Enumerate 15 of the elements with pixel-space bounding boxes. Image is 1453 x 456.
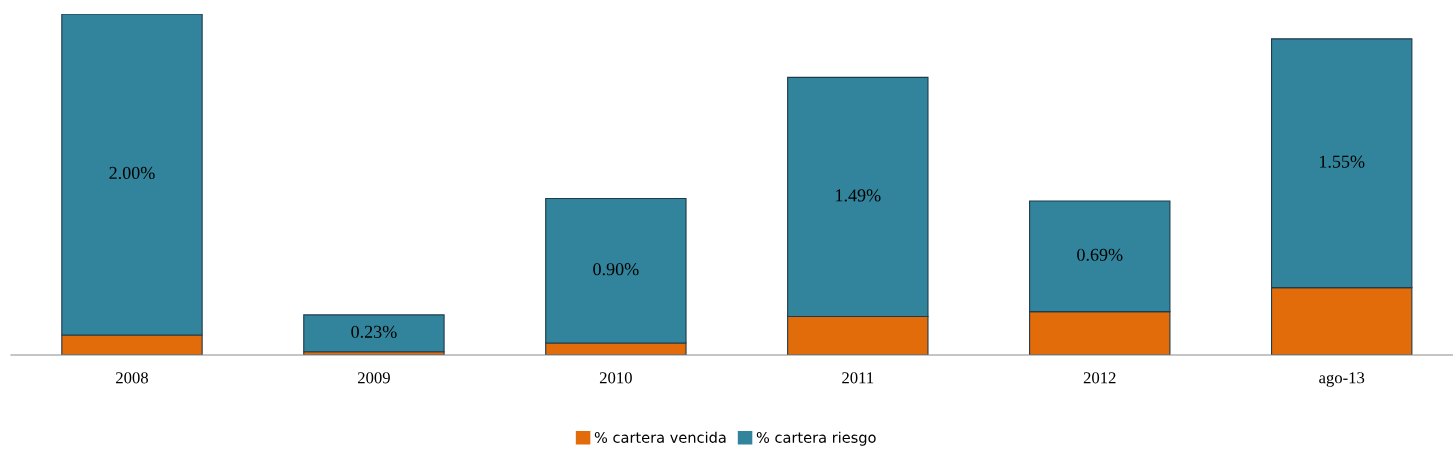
legend-label: % cartera riesgo: [756, 431, 876, 446]
x-tick-label: 2012: [1083, 372, 1116, 384]
data-label: 2.00%: [109, 166, 155, 180]
x-tick-label: ago-13: [1319, 372, 1365, 387]
x-tick-label: 2010: [599, 372, 632, 384]
data-label: 0.69%: [1077, 248, 1123, 261]
x-tick-label: 2008: [116, 372, 148, 384]
data-label: 1.49%: [836, 189, 881, 202]
data-label: 1.55%: [1319, 155, 1365, 168]
data-label: 0.23%: [351, 325, 397, 338]
bar: [303, 314, 445, 353]
x-tick-label: 2011: [842, 372, 874, 384]
legend-label: % cartera vencida: [594, 431, 726, 443]
x-tick-label: 2009: [357, 372, 390, 384]
data-label: 0.90%: [593, 263, 639, 276]
